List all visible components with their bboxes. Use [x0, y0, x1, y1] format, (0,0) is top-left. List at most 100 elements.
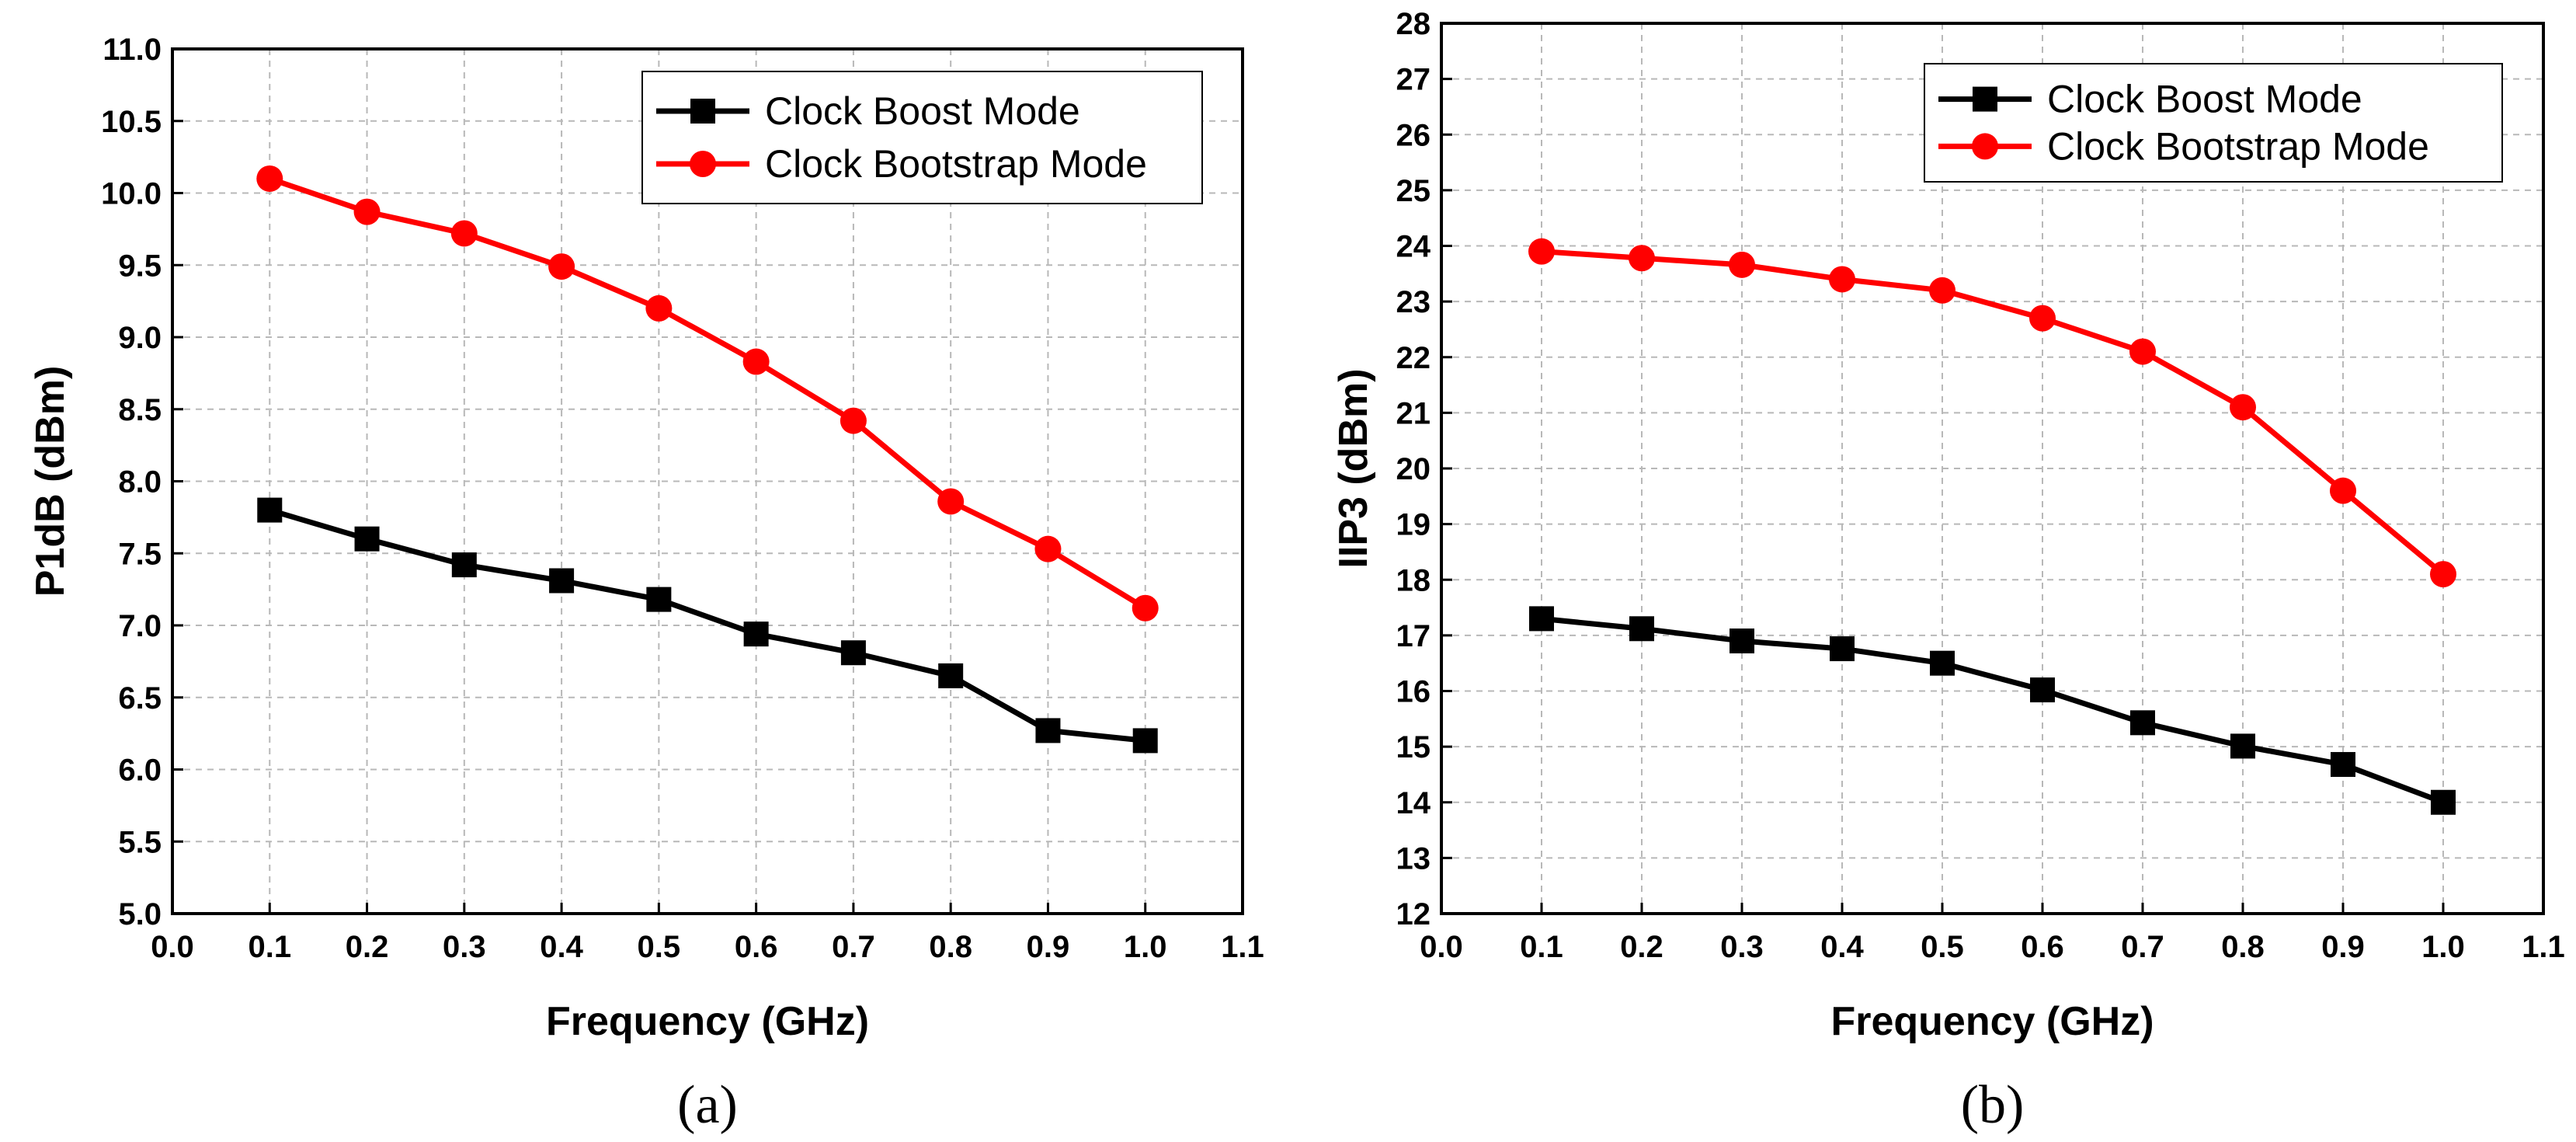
data-point-circle: [1132, 594, 1159, 621]
legend-marker-circle: [690, 151, 716, 177]
data-point-circle: [1528, 238, 1555, 265]
x-tick-label: 0.3: [443, 930, 486, 964]
y-tick-label: 21: [1396, 396, 1431, 430]
legend-marker-square: [1973, 86, 1997, 112]
x-tick-label: 0.4: [540, 930, 583, 964]
y-tick-label: 28: [1396, 7, 1431, 41]
data-point-square: [549, 568, 575, 594]
plot-frame: [1440, 22, 2545, 915]
series-clock-bootstrap-mode: [256, 165, 1159, 621]
y-tick-label: 9.5: [118, 249, 162, 283]
data-point-square: [2030, 677, 2055, 703]
data-point-square: [938, 663, 964, 688]
x-tick-label: 0.6: [2021, 930, 2064, 964]
x-tick-label: 0.1: [1520, 930, 1563, 964]
figure-caption: (a): [677, 1075, 738, 1135]
x-tick-label: 0.1: [248, 930, 291, 964]
x-tick-label: 0.9: [2321, 930, 2365, 964]
data-point-circle: [742, 348, 770, 375]
legend: Clock Boost Mode Clock Bootstrap Mode: [641, 71, 1203, 204]
legend-box: [641, 71, 1203, 204]
y-axis-label: P1dB (dBm): [28, 366, 73, 597]
data-point-circle: [256, 165, 283, 192]
series-line: [1541, 249, 2446, 576]
series-clock-boost-mode: [257, 497, 1158, 754]
x-tick-label: 0.8: [929, 930, 972, 964]
data-point-square: [1529, 606, 1554, 632]
data-point-square: [2230, 733, 2255, 759]
y-tick-label: 24: [1396, 230, 1431, 264]
data-point-square: [1035, 718, 1061, 743]
x-tick-label: 0.7: [832, 930, 875, 964]
data-point-circle: [2230, 394, 2256, 421]
x-tick-label: 1.1: [2522, 930, 2565, 964]
data-point-circle: [2129, 338, 2156, 365]
data-point-circle: [450, 220, 478, 247]
y-tick-label: 6.0: [118, 754, 162, 788]
legend-box: [1924, 63, 2503, 183]
x-tick-label: 0.3: [1720, 930, 1764, 964]
data-point-circle: [1829, 266, 1855, 293]
y-tick-label: 13: [1396, 841, 1431, 876]
y-tick-label: 17: [1396, 619, 1431, 653]
y-tick-label: 10.5: [101, 105, 162, 139]
data-point-circle: [1929, 277, 1955, 304]
data-point-circle: [1034, 535, 1062, 562]
x-tick-label: 0.2: [346, 930, 389, 964]
data-point-circle: [1629, 245, 1655, 272]
chart-b: 0.0 0.1 0.2 0.3 0.4 0.5 0.6 0.7 0.8 0.9 1.0 1.1 12 13…: [1331, 7, 2565, 1135]
data-point-square: [646, 587, 672, 612]
legend-label: Clock Bootstrap Mode: [765, 142, 1147, 186]
x-tick-label: 1.0: [1124, 930, 1167, 964]
data-point-square: [743, 621, 769, 647]
series-line: [1541, 615, 2445, 806]
x-tick-label: 1.1: [1221, 930, 1264, 964]
data-point-circle: [2029, 305, 2056, 332]
y-tick-label: 8.5: [118, 393, 162, 427]
data-point-circle: [1729, 251, 1755, 278]
figure-caption: (b): [1961, 1075, 2025, 1135]
legend-marker-square: [690, 99, 715, 124]
y-tick-label: 14: [1396, 786, 1431, 820]
data-point-square: [840, 640, 866, 666]
legend-label: Clock Bootstrap Mode: [2047, 124, 2429, 168]
y-tick-label: 19: [1396, 508, 1431, 542]
series-clock-boost-mode: [1529, 606, 2456, 815]
data-point-circle: [840, 407, 867, 434]
y-tick-label: 22: [1396, 341, 1431, 375]
x-tick-label: 1.0: [2421, 930, 2465, 964]
y-axis-label: IIP3 (dBm): [1331, 368, 1376, 568]
y-tick-label: 15: [1396, 730, 1431, 764]
y-tick-label: 25: [1396, 174, 1431, 208]
data-point-square: [1132, 728, 1158, 754]
data-point-square: [2130, 710, 2155, 736]
x-tick-label: 0.5: [638, 930, 681, 964]
data-point-square: [1830, 636, 1855, 662]
y-tick-label: 5.0: [118, 897, 162, 931]
y-tick-label: 7.5: [118, 537, 162, 571]
x-tick-label: 0.4: [1820, 930, 1864, 964]
y-tick-label: 20: [1396, 452, 1431, 486]
data-point-square: [2331, 752, 2355, 778]
data-point-square: [354, 526, 380, 552]
y-tick-label: 10.0: [101, 177, 162, 211]
chart-a: 0.0 0.1 0.2 0.3 0.4 0.5 0.6 0.7 0.8 0.9 1.0 1.1 5.0 5…: [28, 33, 1264, 1135]
x-axis-label: Frequency (GHz): [1830, 999, 2154, 1044]
data-point-square: [257, 497, 283, 523]
x-tick-label: 0.7: [2121, 930, 2164, 964]
data-point-circle: [2330, 477, 2356, 504]
data-point-circle: [937, 488, 965, 515]
data-point-square: [2431, 789, 2456, 815]
y-tick-label: 23: [1396, 285, 1431, 319]
legend-label: Clock Boost Mode: [2047, 78, 2362, 121]
legend-marker-circle: [1972, 133, 1998, 160]
x-tick-label: 0.5: [1921, 930, 1964, 964]
legend-label: Clock Boost Mode: [765, 89, 1080, 133]
series-line: [269, 176, 1147, 611]
data-point-square: [451, 552, 477, 578]
x-tick-label: 0.0: [151, 930, 194, 964]
data-point-square: [1930, 650, 1955, 676]
data-point-square: [1629, 616, 1654, 642]
